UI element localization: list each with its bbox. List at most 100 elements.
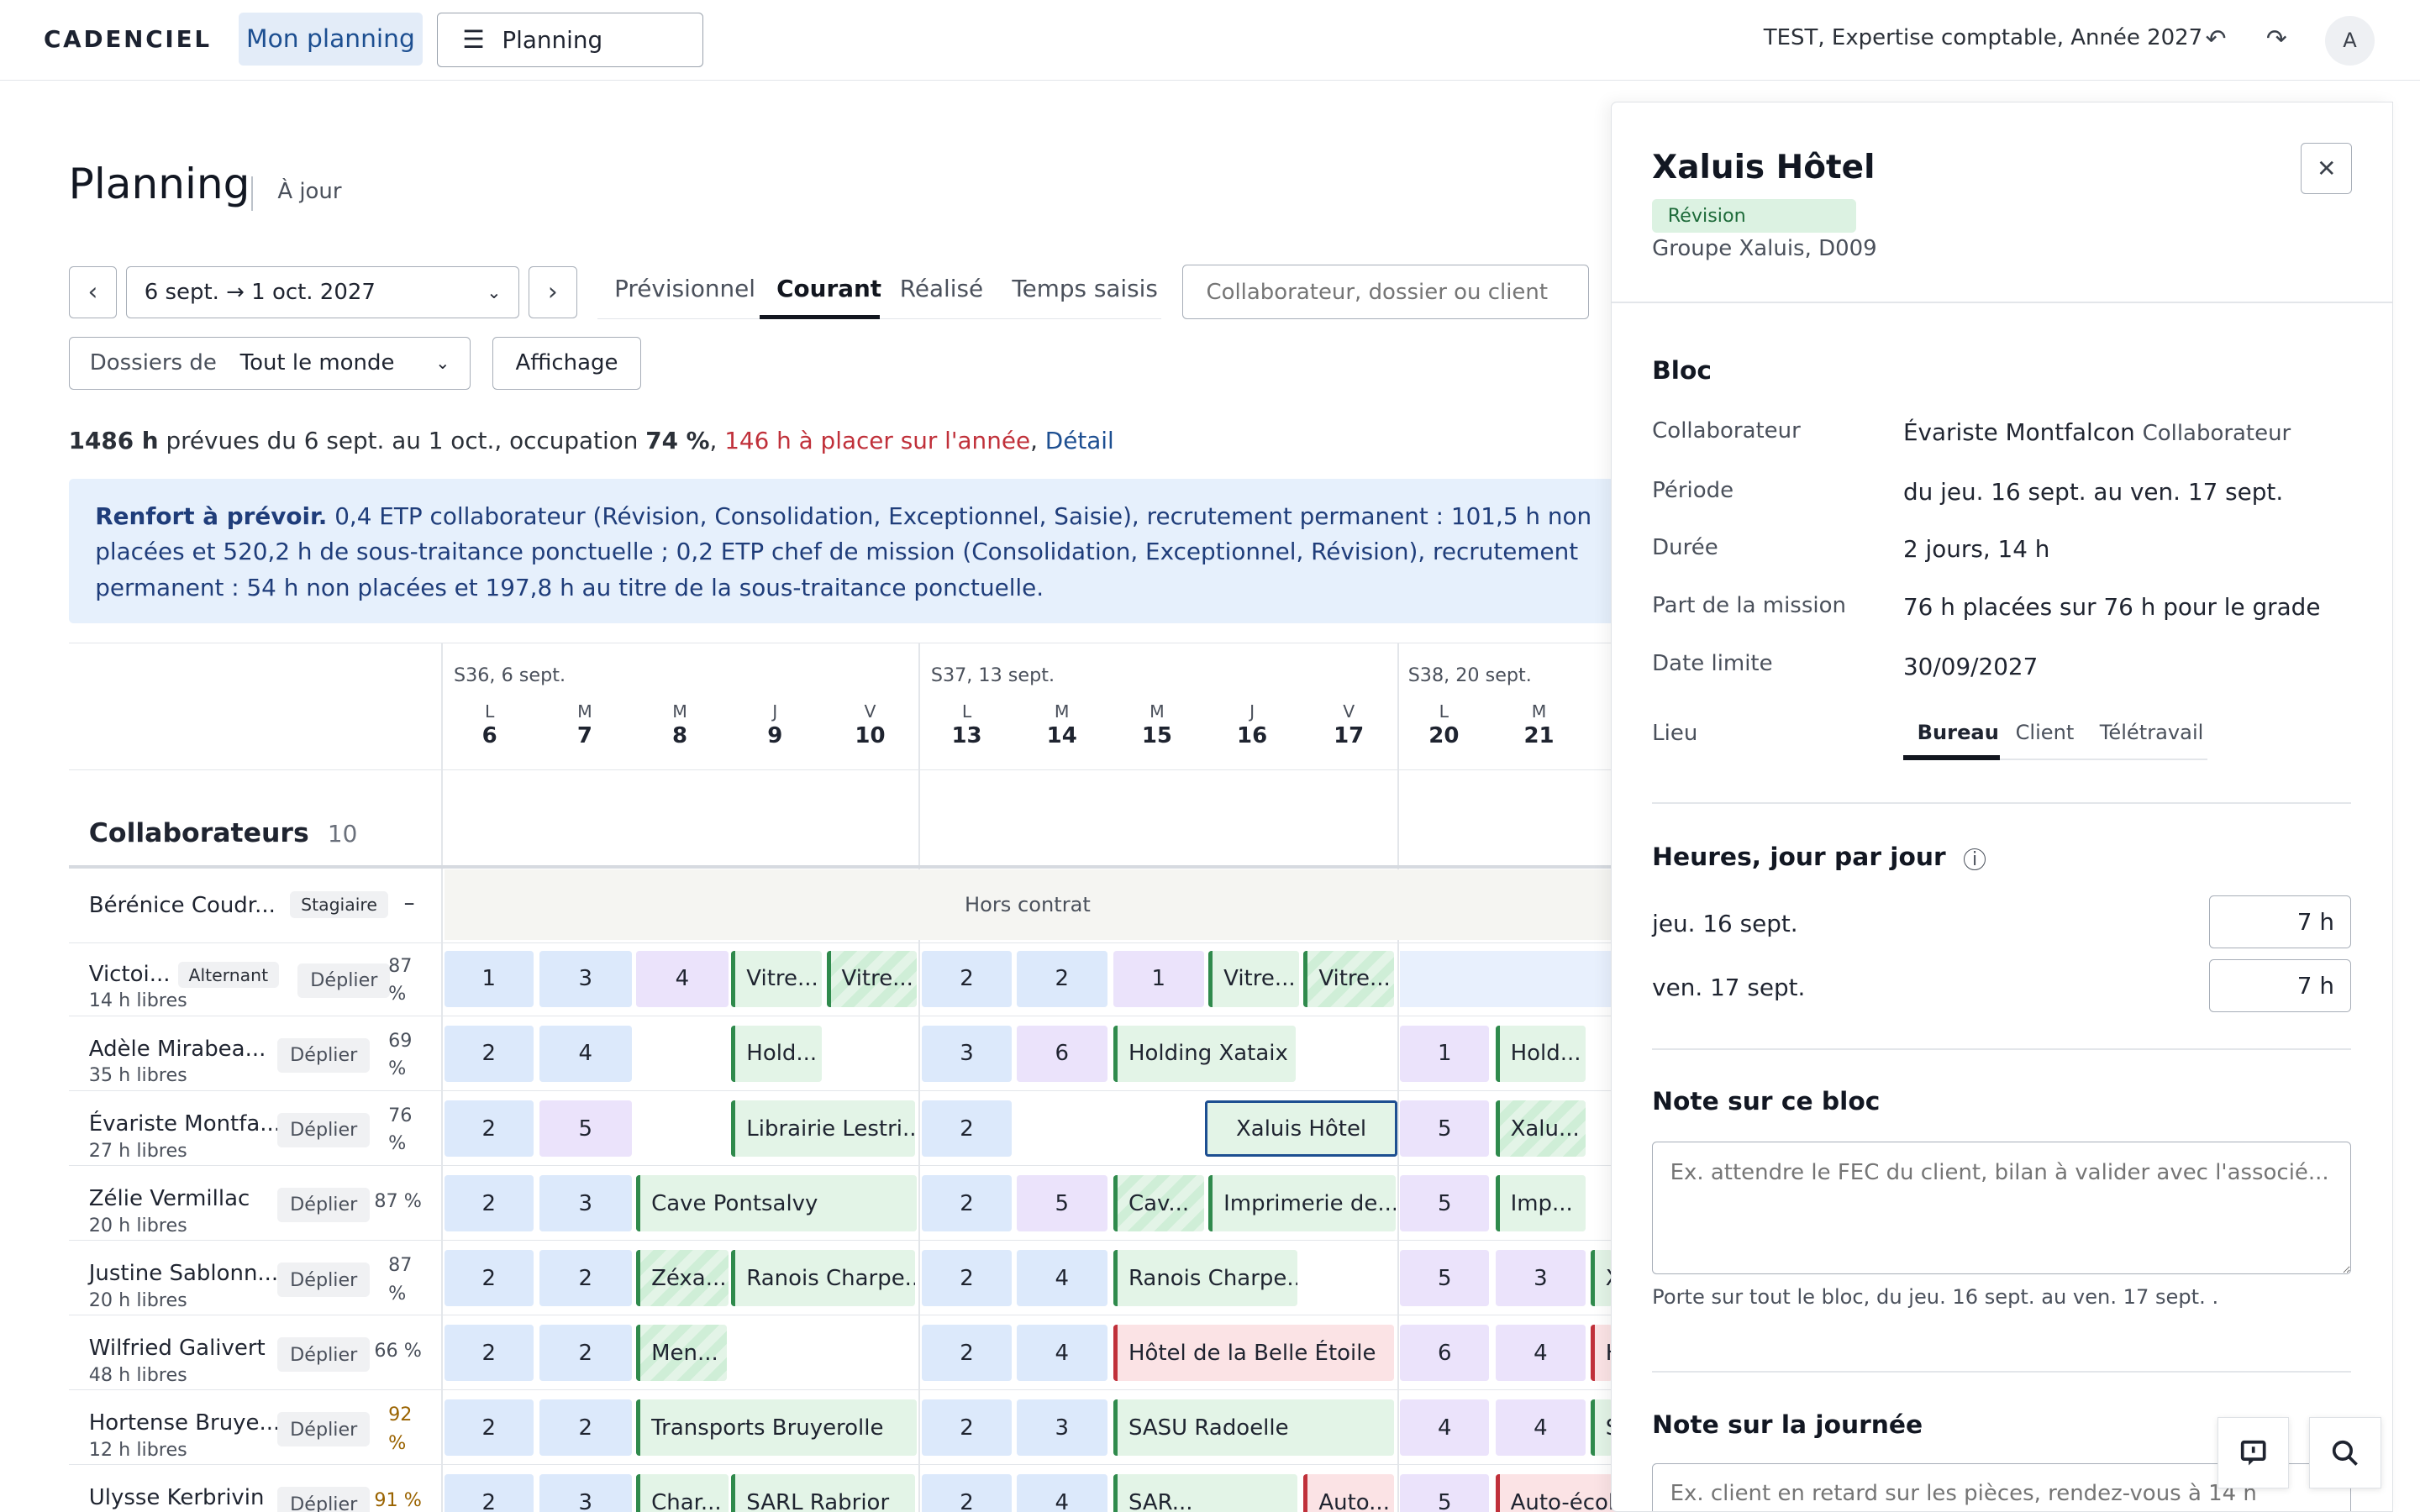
hours-cell[interactable]: 2 — [921, 1250, 1013, 1307]
mission-block[interactable]: Ranois Charpe... — [1113, 1250, 1297, 1307]
mission-block[interactable]: SAR... — [1113, 1474, 1297, 1512]
hours-cell[interactable]: 1 — [1113, 950, 1204, 1007]
hours-cell[interactable]: 2 — [921, 1325, 1013, 1382]
hours-cell[interactable]: 2 — [444, 1474, 534, 1512]
hours-cell[interactable]: 2 — [444, 1325, 534, 1382]
hours-cell[interactable]: 2 — [539, 1325, 632, 1382]
hours-cell[interactable]: 4 — [1016, 1325, 1107, 1382]
tab-realise[interactable]: Réalisé — [899, 274, 984, 302]
hours-cell[interactable]: 4 — [1016, 1474, 1107, 1512]
collaborator-name[interactable]: Évariste Montfa... — [88, 1111, 281, 1137]
hours-cell[interactable]: 6 — [1016, 1026, 1107, 1082]
hours-cell[interactable]: 3 — [539, 1474, 632, 1512]
planning-menu-button[interactable]: ☰ Planning — [436, 12, 703, 67]
hours-cell[interactable]: 6 — [1400, 1325, 1490, 1382]
undo-icon[interactable]: ↶ — [2205, 24, 2227, 54]
hours-cell[interactable]: 4 — [1495, 1325, 1586, 1382]
hours-cell[interactable]: 2 — [444, 1250, 534, 1307]
collaborator-name[interactable]: Justine Sablonn... — [88, 1261, 279, 1287]
mission-block[interactable]: Vitre... — [731, 950, 822, 1007]
hours-input-day1[interactable]: 7 h — [2208, 895, 2351, 949]
mission-block[interactable]: Hôtel de la Belle Étoile — [1113, 1325, 1394, 1382]
collaborator-name[interactable]: Adèle Mirabea... — [88, 1037, 266, 1063]
hours-cell[interactable]: 4 — [539, 1026, 632, 1082]
mission-block[interactable]: Vitre... — [826, 950, 918, 1007]
deplier-button[interactable]: Déplier — [277, 1188, 371, 1222]
hours-cell[interactable]: 5 — [1400, 1250, 1490, 1307]
hours-cell[interactable]: 3 — [539, 950, 632, 1007]
hours-cell[interactable]: 2 — [539, 1399, 632, 1457]
hours-cell[interactable]: 5 — [539, 1100, 632, 1157]
collaborator-name[interactable]: Wilfried Galivert — [88, 1336, 266, 1362]
hours-cell[interactable]: 1 — [444, 950, 534, 1007]
mission-block[interactable]: H — [1590, 1325, 1612, 1382]
mission-block[interactable]: Cave Pontsalvy — [636, 1175, 918, 1231]
lieu-tab-client[interactable]: Client — [2015, 721, 2075, 745]
hours-cell[interactable]: 5 — [1400, 1100, 1490, 1157]
lieu-tab-teletravail[interactable]: Télétravail — [2099, 721, 2204, 745]
collaborator-name[interactable]: Victoi... — [88, 961, 171, 987]
hours-cell[interactable]: 2 — [921, 1474, 1013, 1512]
mission-block[interactable]: SARL Rabrior — [731, 1474, 916, 1512]
avatar[interactable]: A — [2324, 15, 2375, 66]
mon-planning-button[interactable]: Mon planning — [238, 12, 423, 66]
mission-block[interactable]: Transports Bruyerolle — [636, 1399, 918, 1457]
hours-cell[interactable]: 4 — [636, 950, 729, 1007]
note-bloc-textarea[interactable] — [1652, 1142, 2351, 1275]
hours-cell[interactable]: 2 — [444, 1175, 534, 1231]
mission-block[interactable]: Men... — [636, 1325, 727, 1382]
mission-block[interactable]: Holding Xataix — [1113, 1026, 1297, 1082]
hours-cell[interactable]: 3 — [921, 1026, 1013, 1082]
mission-block[interactable]: Char... — [636, 1474, 729, 1512]
detail-link[interactable]: Détail — [1044, 427, 1114, 455]
deplier-button[interactable]: Déplier — [277, 1112, 371, 1147]
collapse-icon[interactable]: – — [403, 890, 415, 916]
hours-cell[interactable]: 2 — [1016, 950, 1107, 1007]
mission-block[interactable]: Imprimerie de... — [1208, 1175, 1396, 1231]
tab-temps-saisis[interactable]: Temps saisis — [1012, 274, 1158, 302]
hours-cell[interactable]: 5 — [1400, 1175, 1490, 1231]
hours-cell[interactable]: 5 — [1400, 1474, 1490, 1512]
hours-cell[interactable]: 2 — [539, 1250, 632, 1307]
dossiers-select[interactable]: Dossiers de Tout le monde ⌄ — [68, 336, 471, 390]
hours-cell[interactable]: 2 — [444, 1399, 534, 1457]
hours-cell[interactable]: 2 — [444, 1100, 534, 1157]
mission-block[interactable]: Auto... — [1303, 1474, 1394, 1512]
lieu-tab-bureau[interactable]: Bureau — [1917, 721, 1999, 745]
mission-block[interactable]: Auto-école de... — [1495, 1474, 1621, 1512]
hours-cell[interactable]: 4 — [1016, 1250, 1107, 1307]
period-select[interactable]: 6 sept. → 1 oct. 2027 ⌄ — [126, 266, 519, 318]
hours-cell[interactable]: 4 — [1400, 1399, 1490, 1457]
collaborator-name[interactable]: Zélie Vermillac — [88, 1186, 250, 1212]
mission-block[interactable]: S — [1590, 1399, 1612, 1457]
deplier-button[interactable]: Déplier — [277, 1337, 371, 1373]
mission-block[interactable]: Hold... — [1495, 1026, 1586, 1082]
search-input[interactable] — [1181, 265, 1589, 320]
affichage-button[interactable]: Affichage — [492, 336, 641, 390]
prev-period-button[interactable]: ‹ — [68, 266, 118, 318]
collaborator-name[interactable]: Hortense Bruye... — [88, 1410, 281, 1436]
mission-block[interactable]: SASU Radoelle — [1113, 1399, 1394, 1457]
feedback-icon[interactable] — [2217, 1416, 2290, 1489]
mission-block[interactable]: Librairie Lestri... — [731, 1100, 916, 1157]
mission-block[interactable]: Ranois Charpe... — [731, 1250, 916, 1307]
hours-cell[interactable]: 2 — [921, 950, 1013, 1007]
mission-block[interactable]: Vitre... — [1303, 950, 1394, 1007]
hours-input-day2[interactable]: 7 h — [2208, 959, 2351, 1013]
tab-previsionnel[interactable]: Prévisionnel — [614, 274, 755, 302]
collaborator-name[interactable]: Ulysse Kerbrivin — [88, 1485, 265, 1511]
deplier-button[interactable]: Déplier — [277, 1412, 371, 1447]
redo-icon[interactable]: ↷ — [2265, 24, 2287, 54]
deplier-button[interactable]: Déplier — [277, 1263, 371, 1297]
collaborator-name[interactable]: Bérénice Coudr... — [88, 893, 276, 919]
search-icon[interactable] — [2309, 1416, 2381, 1489]
tab-courant[interactable]: Courant — [776, 274, 882, 302]
hours-cell[interactable]: 1 — [1400, 1026, 1490, 1082]
hours-cell[interactable]: 2 — [921, 1175, 1013, 1231]
hours-cell[interactable]: 3 — [1495, 1250, 1586, 1307]
hours-cell[interactable]: 5 — [1016, 1175, 1107, 1231]
hours-cell[interactable]: 4 — [1495, 1399, 1586, 1457]
mission-block[interactable]: Xalu... — [1495, 1100, 1586, 1157]
deplier-button[interactable]: Déplier — [277, 1037, 371, 1073]
close-icon[interactable]: ✕ — [2301, 142, 2353, 195]
